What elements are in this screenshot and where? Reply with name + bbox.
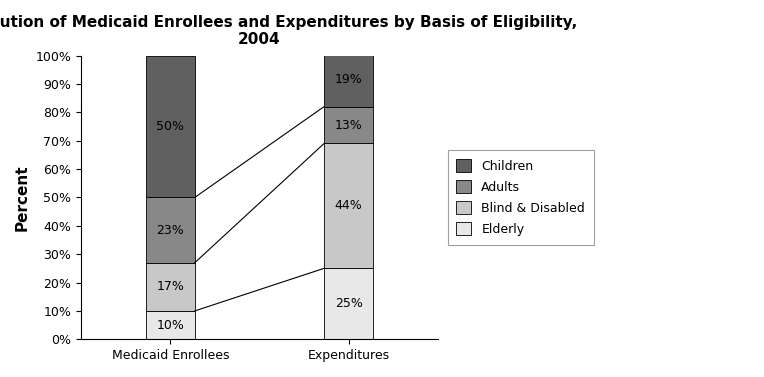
Bar <box>324 144 373 268</box>
Text: 44%: 44% <box>335 199 362 212</box>
Text: 17%: 17% <box>157 280 184 293</box>
Legend: Children, Adults, Blind & Disabled, Elderly: Children, Adults, Blind & Disabled, Elde… <box>448 150 594 245</box>
Bar <box>324 107 373 144</box>
Bar <box>324 53 373 107</box>
Bar <box>146 263 195 311</box>
Text: 23%: 23% <box>157 224 184 236</box>
Text: 50%: 50% <box>157 120 184 133</box>
Y-axis label: Percent: Percent <box>15 164 30 231</box>
Bar <box>146 198 195 263</box>
Bar <box>146 311 195 339</box>
Text: 10%: 10% <box>157 319 184 332</box>
Bar <box>324 268 373 339</box>
Text: 19%: 19% <box>335 73 362 86</box>
Bar <box>146 55 195 198</box>
Text: 13%: 13% <box>335 118 362 132</box>
Title: Distribution of Medicaid Enrollees and Expenditures by Basis of Eligibility,
200: Distribution of Medicaid Enrollees and E… <box>0 15 577 48</box>
Text: 25%: 25% <box>335 297 363 310</box>
